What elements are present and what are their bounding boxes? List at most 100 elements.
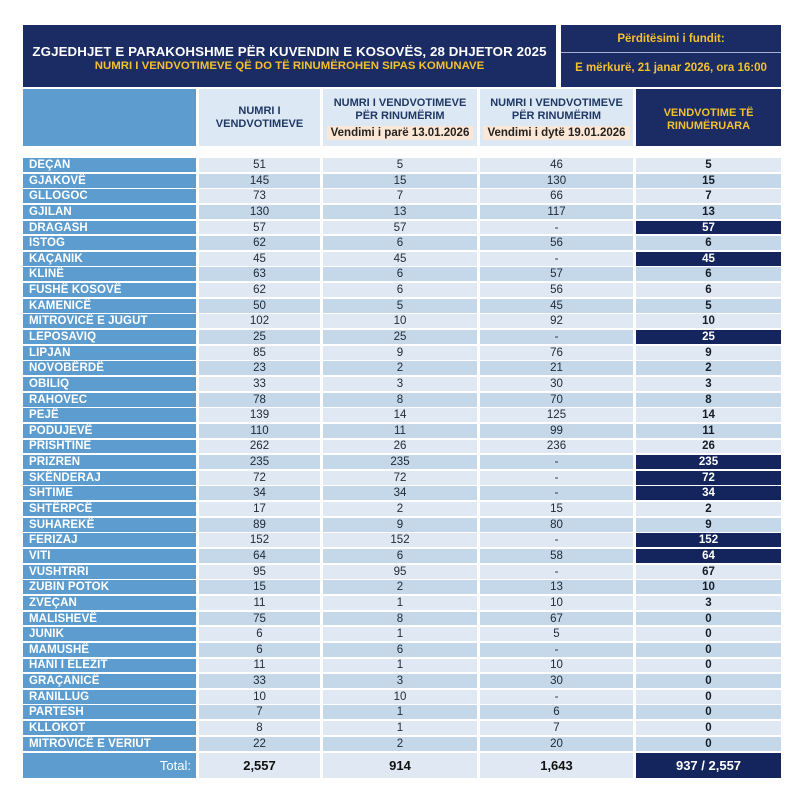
municipality-cell: DRAGASH <box>23 220 196 235</box>
recount-second-cell: 70 <box>480 392 633 407</box>
recounted-cell: 14 <box>636 408 781 423</box>
table-row: JUNIK 6 1 5 0 <box>23 627 781 642</box>
municipality-cell: PRISHTINË <box>23 439 196 454</box>
recount-first-cell: 1 <box>323 721 477 735</box>
table-row: LEPOSAVIQ 25 25-25 <box>23 330 781 344</box>
recounted-cell: 10 <box>636 314 781 329</box>
polling-stations-cell: 63 <box>199 267 320 282</box>
table-row: GLLOGOC 73 7 66 7 <box>23 189 781 204</box>
total-row: Total: 2,557 914 1,643 937 / 2,557 <box>23 752 781 778</box>
recount-first-cell: 6 <box>323 283 477 298</box>
table-row: RANILLUG 10 10-0 <box>23 689 781 704</box>
polling-stations-cell: 50 <box>199 298 320 313</box>
municipality-cell: SKËNDERAJ <box>23 470 196 485</box>
recount-second-cell: 76 <box>480 345 633 360</box>
municipality-cell: VITI <box>23 549 196 563</box>
column-header-line: NUMRI I VENDVOTIMEVE <box>490 97 623 109</box>
recounted-cell: 57 <box>636 220 781 235</box>
polling-stations-cell: 130 <box>199 204 320 219</box>
municipality-cell: SUHAREKË <box>23 517 196 532</box>
municipality-cell: PEJË <box>23 408 196 423</box>
column-header-line: RINUMËRUARA <box>666 120 751 132</box>
recount-second-cell: 13 <box>480 580 633 595</box>
column-header-line: NUMRI I VENDVOTIMEVE <box>333 97 467 109</box>
municipality-cell: MITROVICË E JUGUT <box>23 314 196 329</box>
table-row: DRAGASH 57 57-57 <box>23 220 781 235</box>
decision-first-strip: Vendimi i parë 13.01.2026 <box>326 126 474 140</box>
recount-first-cell: 13 <box>323 204 477 219</box>
recount-second-cell: - <box>480 455 633 470</box>
recount-second-cell: 30 <box>480 674 633 689</box>
recount-first-cell: 8 <box>323 611 477 626</box>
municipality-cell: DEÇAN <box>23 158 196 172</box>
recount-first-cell: 5 <box>323 298 477 313</box>
polling-stations-cell: 33 <box>199 674 320 689</box>
decision-second-strip: Vendimi i dytë 19.01.2026 <box>483 126 630 140</box>
table-row: SUHAREKË 89 9 80 9 <box>23 517 781 532</box>
polling-stations-cell: 45 <box>199 251 320 266</box>
recount-report: ZGJEDHJET E PARAKOHSHME PËR KUVENDIN E K… <box>23 25 781 778</box>
municipality-cell: OBILIQ <box>23 376 196 391</box>
recount-first-cell: 7 <box>323 189 477 204</box>
recounted-cell: 0 <box>636 627 781 642</box>
recount-second-cell: 67 <box>480 611 633 626</box>
recounted-cell: 0 <box>636 642 781 657</box>
recounted-cell: 0 <box>636 611 781 626</box>
municipality-cell: KAÇANIK <box>23 251 196 266</box>
column-headers: NUMRI I VENDVOTIMEVE NUMRI I VENDVOTIMEV… <box>23 89 781 146</box>
recounted-cell: 9 <box>636 345 781 360</box>
municipality-cell: SHTËRPCË <box>23 502 196 516</box>
municipality-cell: GJILAN <box>23 204 196 219</box>
polling-stations-cell: 235 <box>199 455 320 470</box>
recount-second-cell: 45 <box>480 298 633 313</box>
recount-second-cell: 117 <box>480 204 633 219</box>
recount-second-cell: - <box>480 642 633 657</box>
recount-second-cell: - <box>480 486 633 501</box>
recount-second-cell: 56 <box>480 283 633 298</box>
recount-second-cell: 56 <box>480 236 633 251</box>
recounted-cell: 67 <box>636 564 781 579</box>
recount-first-cell: 1 <box>323 705 477 720</box>
recounted-cell: 45 <box>636 251 781 266</box>
recounted-cell: 34 <box>636 486 781 501</box>
municipality-cell: MAMUSHË <box>23 642 196 657</box>
column-header-municipality <box>23 89 196 146</box>
recount-second-cell: 21 <box>480 361 633 376</box>
recount-second-cell: - <box>480 564 633 579</box>
polling-stations-cell: 73 <box>199 189 320 204</box>
table-row: ISTOG 62 6 56 6 <box>23 236 781 251</box>
municipality-cell: LEPOSAVIQ <box>23 330 196 344</box>
table-row: ZUBIN POTOK 15 2 13 10 <box>23 580 781 595</box>
total-recount-first: 914 <box>323 752 477 778</box>
table-row: ZVEÇAN 11 1 10 3 <box>23 595 781 610</box>
recount-first-cell: 235 <box>323 455 477 470</box>
recount-second-cell: 15 <box>480 502 633 516</box>
recount-second-cell: - <box>480 220 633 235</box>
recount-first-cell: 72 <box>323 470 477 485</box>
recount-first-cell: 11 <box>323 423 477 438</box>
recount-first-cell: 26 <box>323 439 477 454</box>
recount-first-cell: 10 <box>323 689 477 704</box>
municipality-cell: VUSHTRRI <box>23 564 196 579</box>
municipality-cell: PRIZREN <box>23 455 196 470</box>
recount-first-cell: 14 <box>323 408 477 423</box>
recount-second-cell: 5 <box>480 627 633 642</box>
recounted-cell: 10 <box>636 580 781 595</box>
column-header-line: PËR RINUMËRIM <box>511 110 602 122</box>
recount-second-cell: 80 <box>480 517 633 532</box>
polling-stations-cell: 22 <box>199 736 320 751</box>
recount-first-cell: 152 <box>323 533 477 548</box>
recount-second-cell: 10 <box>480 658 633 673</box>
last-update-label: Përditësimi i fundit: <box>561 25 781 53</box>
table-row: GJILAN 130 13 117 13 <box>23 204 781 219</box>
recount-first-cell: 9 <box>323 517 477 532</box>
municipality-cell: MITROVICË E VERIUT <box>23 736 196 751</box>
polling-stations-cell: 17 <box>199 502 320 516</box>
recount-second-cell: 130 <box>480 173 633 188</box>
table-row: PEJË 139 14 125 14 <box>23 408 781 423</box>
municipality-cell: SHTIME <box>23 486 196 501</box>
recounted-cell: 2 <box>636 502 781 516</box>
table-row: KAMENICË 50 5 45 5 <box>23 298 781 313</box>
last-update-value: E mërkurë, 21 janar 2026, ora 16:00 <box>575 62 767 74</box>
municipality-cell: KAMENICË <box>23 298 196 313</box>
